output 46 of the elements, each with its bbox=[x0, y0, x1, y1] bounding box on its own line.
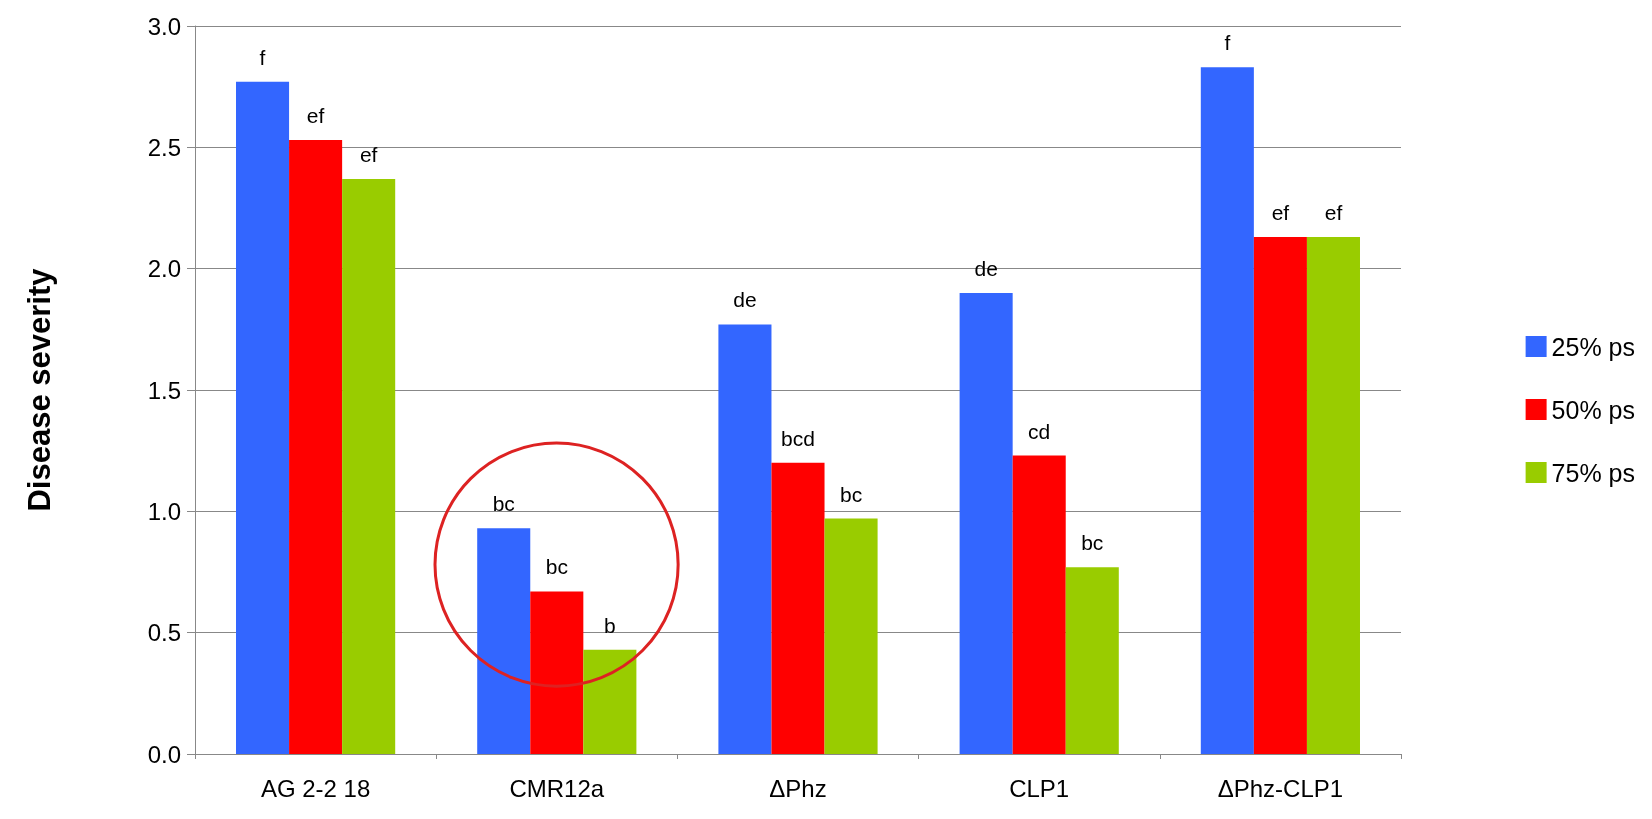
data-label: bcd bbox=[781, 426, 815, 450]
y-tick-label: 0.5 bbox=[147, 619, 181, 647]
y-tick-label: 1.5 bbox=[147, 376, 181, 404]
data-label: bc bbox=[839, 482, 863, 506]
bar bbox=[1306, 237, 1360, 754]
bar bbox=[477, 528, 531, 754]
data-label: b bbox=[604, 613, 616, 637]
x-tick-label: AG 2-2 18 bbox=[260, 774, 371, 802]
bar bbox=[236, 81, 290, 754]
y-tick-label: 1.0 bbox=[147, 497, 181, 525]
y-axis-title: Disease severity bbox=[22, 267, 57, 512]
bar bbox=[289, 140, 343, 754]
legend-label: 75% ps bbox=[1551, 458, 1635, 487]
bar bbox=[959, 292, 1013, 754]
data-label: cd bbox=[1028, 419, 1051, 443]
bar bbox=[718, 324, 772, 754]
data-label: de bbox=[733, 288, 757, 312]
data-label: ef bbox=[359, 142, 378, 166]
bar bbox=[1200, 67, 1254, 754]
data-label: bc bbox=[1081, 531, 1104, 555]
y-tick-label: 2.5 bbox=[147, 133, 181, 161]
bar bbox=[1065, 567, 1119, 754]
y-tick-label: 2.0 bbox=[147, 255, 181, 283]
bar bbox=[771, 462, 825, 754]
data-label: ef bbox=[1324, 201, 1343, 225]
bar bbox=[1253, 237, 1307, 754]
bar bbox=[583, 649, 637, 754]
data-label: f bbox=[1224, 31, 1231, 55]
bar bbox=[342, 178, 396, 754]
data-label: ef bbox=[306, 104, 325, 128]
bar bbox=[530, 591, 584, 754]
x-tick-label: ΔPhz bbox=[769, 774, 827, 802]
data-label: bc bbox=[545, 555, 568, 579]
legend-label: 50% ps bbox=[1551, 395, 1635, 424]
data-label: ef bbox=[1271, 201, 1290, 225]
x-tick-label: CMR12a bbox=[509, 774, 605, 802]
data-label: f bbox=[259, 45, 266, 69]
bar bbox=[1012, 455, 1066, 754]
data-label: bc bbox=[492, 492, 515, 516]
y-tick-label: 0.0 bbox=[147, 740, 181, 768]
x-tick-label: CLP1 bbox=[1009, 774, 1070, 802]
y-tick-label: 3.0 bbox=[147, 12, 181, 40]
x-tick-label: ΔPhz-CLP1 bbox=[1217, 774, 1344, 802]
legend-label: 25% ps bbox=[1551, 332, 1635, 361]
data-label: de bbox=[974, 256, 998, 280]
bar bbox=[824, 518, 878, 754]
